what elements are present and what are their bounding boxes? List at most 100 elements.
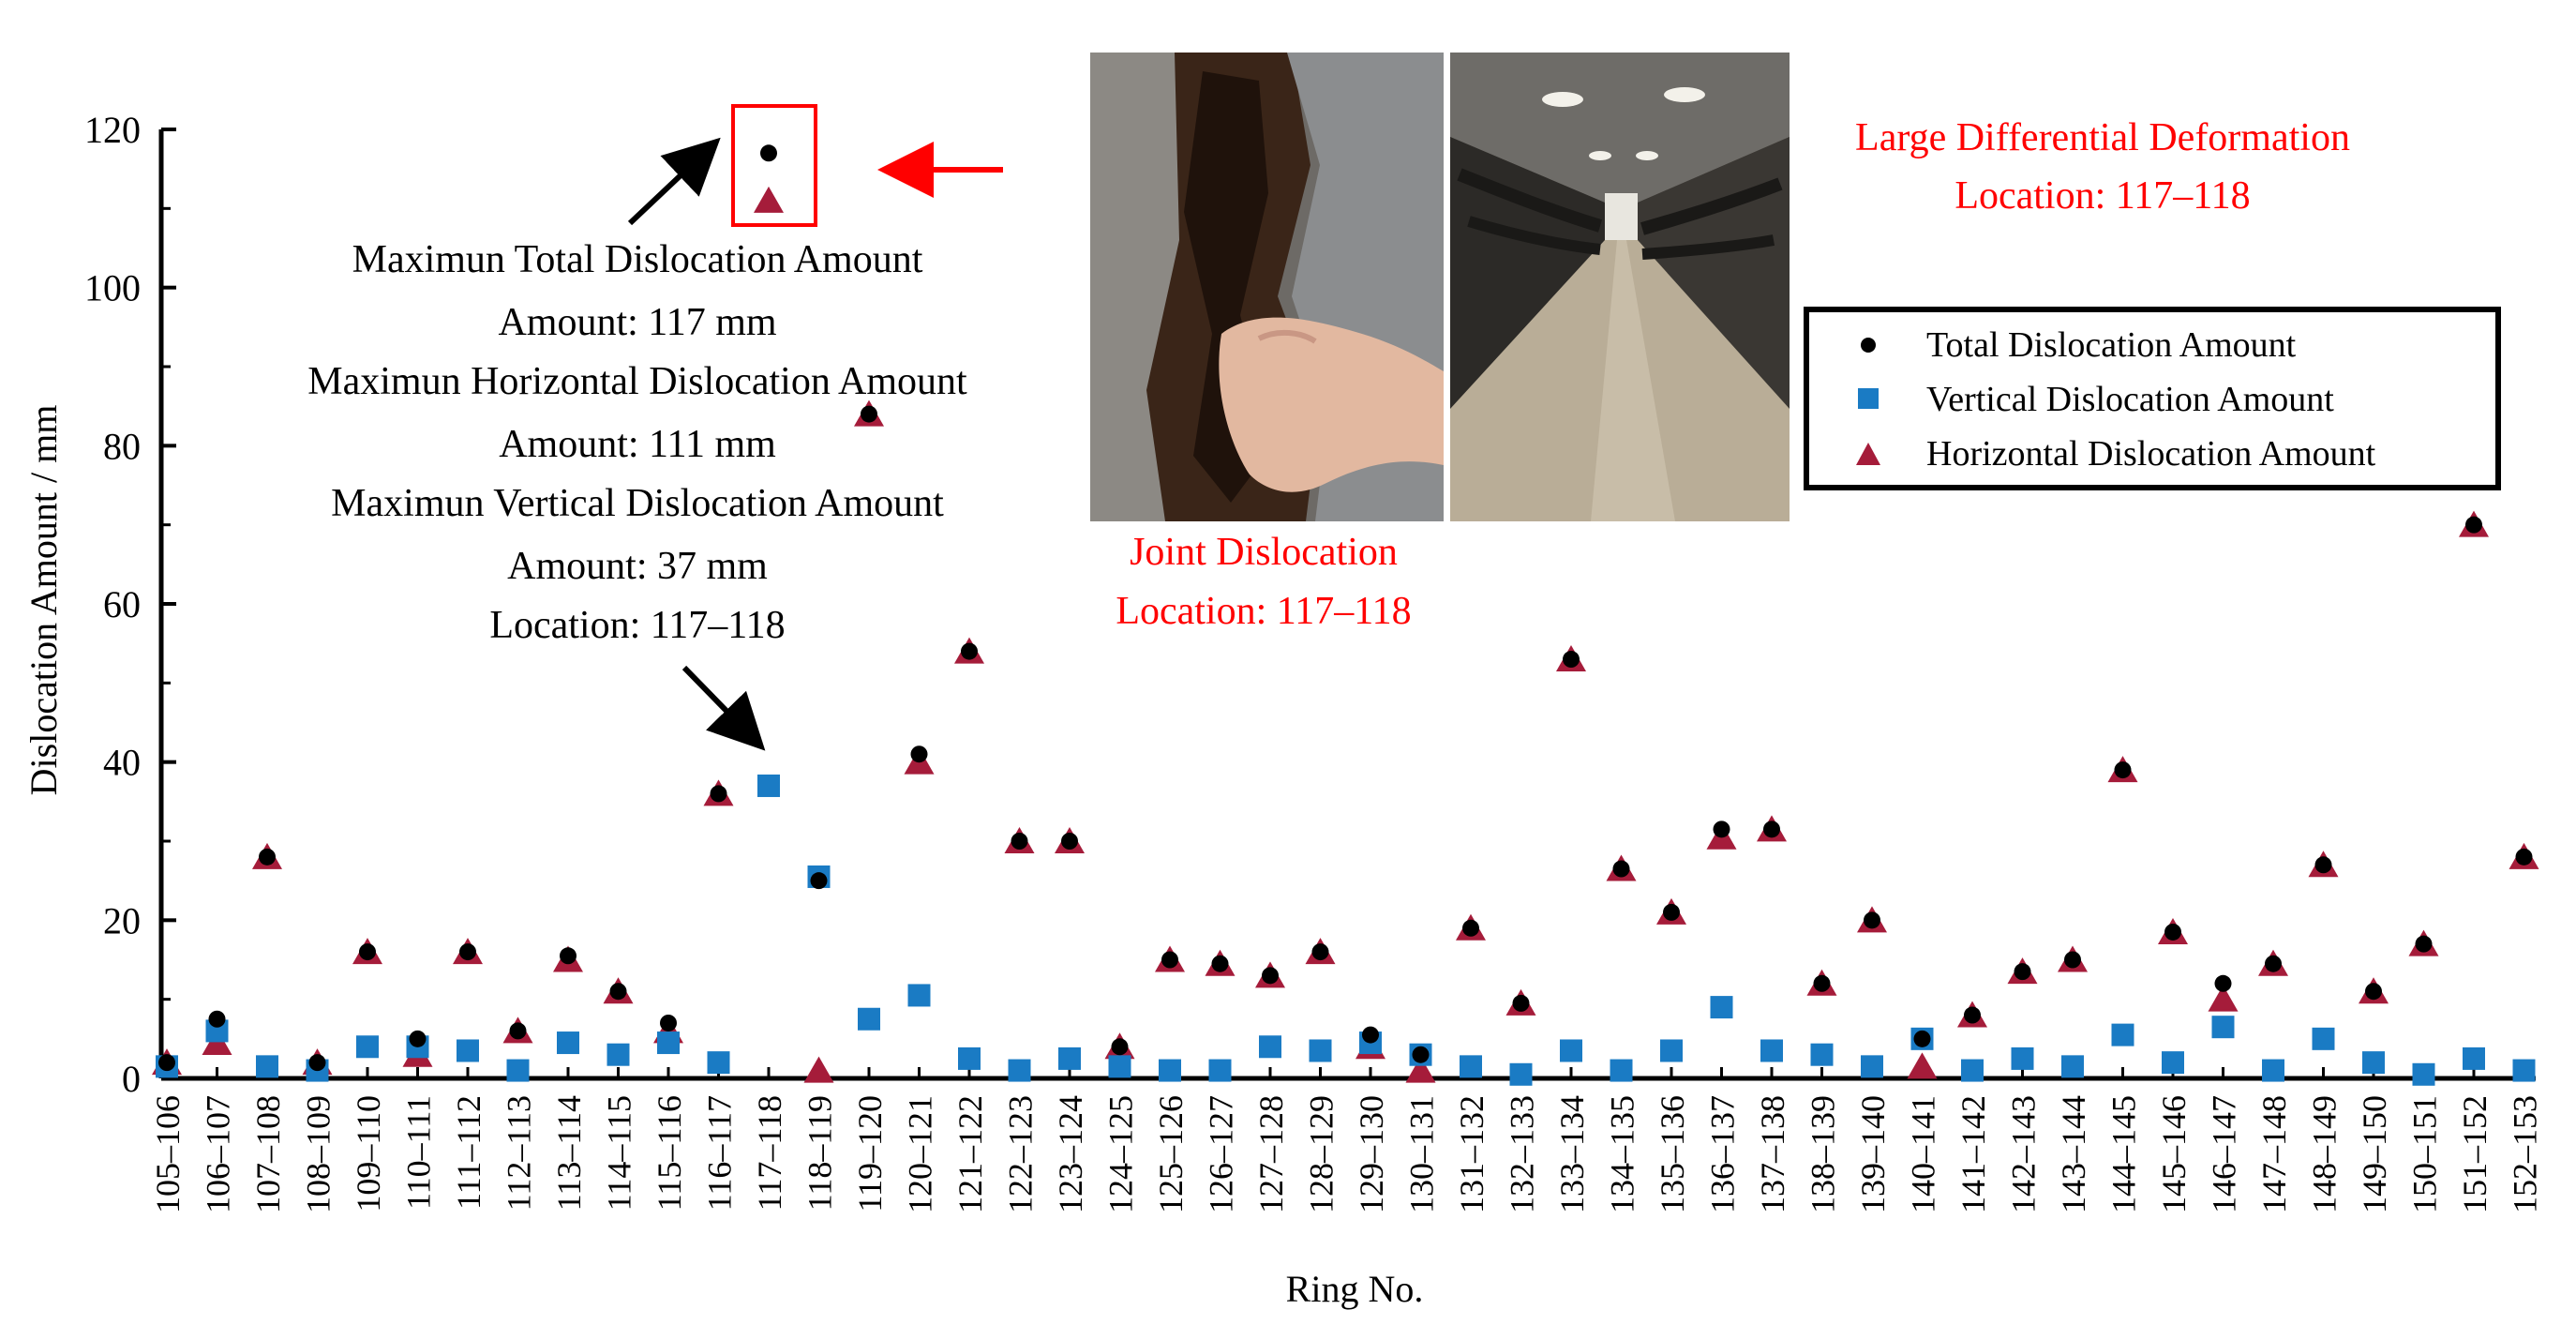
vertical-dislocation-point xyxy=(1861,1055,1883,1078)
x-tick-label: 150–151 xyxy=(2406,1095,2444,1213)
vertical-dislocation-point xyxy=(1810,1043,1834,1066)
vertical-dislocation-point xyxy=(2211,1016,2235,1039)
horizontal-dislocation-point xyxy=(1907,1052,1938,1079)
total-dislocation-point xyxy=(760,144,777,162)
vertical-dislocation-point xyxy=(1309,1039,1332,1062)
total-dislocation-point xyxy=(1612,860,1630,878)
max-total-label: Maximun Total Dislocation Amount xyxy=(352,238,923,281)
x-tick-label: 112–113 xyxy=(501,1095,538,1211)
legend-horizontal-label: Horizontal Dislocation Amount xyxy=(1926,434,2376,474)
x-tick-label: 114–115 xyxy=(601,1095,638,1211)
vertical-dislocation-point xyxy=(2061,1055,2084,1078)
vertical-dislocation-point xyxy=(506,1059,530,1082)
y-tick-label: 0 xyxy=(122,1058,141,1100)
x-tick-label: 107–108 xyxy=(249,1095,287,1213)
vertical-dislocation-point xyxy=(958,1046,981,1070)
total-dislocation-point xyxy=(2164,923,2181,941)
vertical-dislocation-point xyxy=(1961,1059,1984,1082)
y-tick-label: 100 xyxy=(84,267,141,309)
x-tick-label: 146–147 xyxy=(2206,1095,2243,1213)
total-dislocation-point xyxy=(308,1054,326,1072)
x-tick-label: 110–111 xyxy=(400,1095,438,1210)
vertical-dislocation-point xyxy=(2412,1062,2435,1086)
vertical-dislocation-point xyxy=(256,1055,278,1078)
x-tick-label: 138–139 xyxy=(1805,1095,1842,1213)
total-dislocation-point xyxy=(459,943,476,961)
x-tick-label: 113–114 xyxy=(550,1095,588,1211)
x-tick-label: 140–141 xyxy=(1905,1095,1942,1213)
x-tick-label: 117–118 xyxy=(751,1095,788,1211)
y-tick-label: 60 xyxy=(103,583,141,625)
horizontal-dislocation-point xyxy=(803,1056,834,1083)
total-dislocation-point xyxy=(2314,856,2332,874)
total-dislocation-point xyxy=(1061,833,1078,850)
vertical-dislocation-point xyxy=(657,1031,680,1055)
x-tick-label: 126–127 xyxy=(1203,1095,1240,1213)
total-dislocation-point xyxy=(1964,1006,1981,1024)
x-tick-label: 128–129 xyxy=(1303,1095,1340,1213)
vertical-dislocation-point xyxy=(1760,1039,1783,1062)
x-axis-title: Ring No. xyxy=(1286,1268,1424,1310)
total-dislocation-point xyxy=(1111,1038,1129,1056)
total-dislocation-point xyxy=(2465,516,2482,534)
total-dislocation-point xyxy=(660,1014,677,1031)
y-tick-label: 80 xyxy=(103,425,141,467)
vertical-dislocation-point xyxy=(1509,1062,1533,1086)
total-dislocation-point xyxy=(509,1022,527,1040)
x-tick-label: 109–110 xyxy=(350,1095,387,1212)
vertical-dislocation-point xyxy=(2362,1051,2385,1075)
deformation-annotation: Large Differential Deformation Location:… xyxy=(1855,116,2350,218)
vertical-dislocation-point xyxy=(457,1039,479,1062)
total-dislocation-point xyxy=(1211,955,1229,972)
total-dislocation-point xyxy=(2265,955,2282,972)
x-tick-label: 141–142 xyxy=(1954,1095,1992,1213)
total-dislocation-point xyxy=(1311,943,1329,961)
joint-location: Location: 117–118 xyxy=(1116,590,1411,633)
total-dislocation-point xyxy=(961,642,978,660)
x-tick-label: 123–124 xyxy=(1052,1095,1089,1213)
y-tick-label: 40 xyxy=(103,742,141,784)
y-ticks: 0 20 40 60 80 100 120 xyxy=(84,109,176,1100)
x-tick-label: 144–145 xyxy=(2105,1095,2143,1213)
x-tick-label: 143–144 xyxy=(2055,1095,2092,1213)
max-vertical-label: Maximun Vertical Dislocation Amount xyxy=(331,482,944,525)
vertical-dislocation-point xyxy=(1610,1059,1633,1082)
max-highlight-box xyxy=(731,104,817,227)
x-tick-label: 142–143 xyxy=(2005,1095,2043,1213)
joint-title: Joint Dislocation xyxy=(1130,531,1398,574)
legend-total-marker xyxy=(1861,338,1876,353)
x-tick-label: 108–109 xyxy=(300,1095,337,1213)
total-dislocation-point xyxy=(1512,994,1530,1012)
x-tick-label: 121–122 xyxy=(951,1095,989,1213)
total-dislocation-point xyxy=(861,405,877,423)
total-dislocation-point xyxy=(1663,903,1680,921)
vertical-dislocation-point xyxy=(2312,1027,2335,1050)
total-dislocation-point xyxy=(1262,967,1279,985)
x-tick-label: 147–148 xyxy=(2255,1095,2293,1213)
max-pointer-arrow xyxy=(627,137,721,226)
x-tick-label: 148–149 xyxy=(2306,1095,2344,1213)
total-dislocation-point xyxy=(259,848,276,866)
max-horizontal-label: Maximun Horizontal Dislocation Amount xyxy=(307,360,967,403)
total-dislocation-point xyxy=(1462,919,1479,937)
y-tick-label: 120 xyxy=(84,109,141,151)
max-horizontal-value: Amount: 111 mm xyxy=(499,423,776,466)
deformation-title: Large Differential Deformation xyxy=(1855,116,2350,159)
total-dislocation-point xyxy=(710,785,727,803)
x-tick-label: 151–152 xyxy=(2456,1095,2494,1213)
max-vertical-value: Amount: 37 mm xyxy=(507,545,768,588)
total-dislocation-point xyxy=(1362,1026,1379,1044)
total-dislocation-point xyxy=(158,1054,175,1072)
vertical-dislocation-point xyxy=(1008,1059,1031,1082)
total-dislocation-point xyxy=(2064,951,2081,969)
total-dislocation-point xyxy=(560,947,577,965)
total-dislocation-point xyxy=(2114,761,2132,779)
x-tick-label: 129–130 xyxy=(1353,1095,1390,1213)
vertical-dislocation-point xyxy=(858,1007,880,1031)
vertical-dislocation-point xyxy=(757,774,780,797)
vertical-dislocation-point xyxy=(1108,1055,1131,1078)
vertical-dislocation-point xyxy=(1560,1039,1582,1062)
x-tick-label: 105–106 xyxy=(149,1095,187,1213)
total-dislocation-point xyxy=(208,1010,226,1028)
